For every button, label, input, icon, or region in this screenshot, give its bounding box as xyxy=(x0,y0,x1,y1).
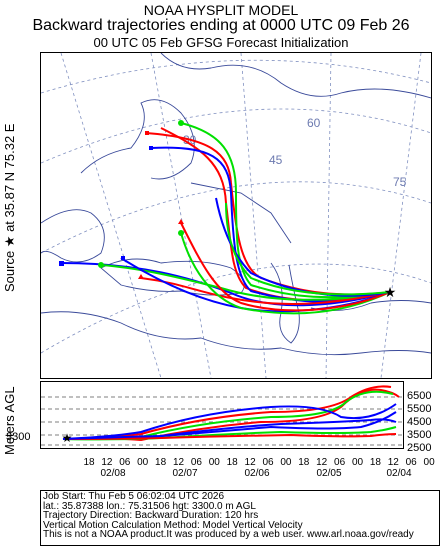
time-tick-label: 18 xyxy=(298,457,310,468)
time-tick-label: 06 xyxy=(191,457,203,468)
trajectory-green xyxy=(180,232,391,315)
time-tick-label: 12 xyxy=(388,457,400,468)
vertical-axis-label: Meters AGL xyxy=(2,386,17,455)
source-star-icon: ★ xyxy=(62,431,73,445)
trajectory-green xyxy=(180,122,391,299)
trajectory-marker xyxy=(98,262,104,268)
trajectory-blue xyxy=(215,197,391,297)
info-line: lat.: 35.87388 lon.: 75.31506 hgt: 3300.… xyxy=(43,500,256,512)
date-label: 02/07 xyxy=(172,468,197,479)
time-tick-label: 12 xyxy=(101,457,113,468)
trajectory-marker xyxy=(149,146,153,150)
trajectory-map: 30 45 60 75 xyxy=(40,52,432,379)
time-tick-label: 06 xyxy=(119,457,131,468)
start-height-label: 3300 xyxy=(6,431,31,443)
vertical-profile-canvas: ★ xyxy=(41,385,403,446)
time-tick-label: 18 xyxy=(227,457,239,468)
vertical-profile-panel: ★ xyxy=(40,381,404,449)
level-label: 2500 xyxy=(407,442,432,454)
time-tick-label: 18 xyxy=(155,457,167,468)
time-axis: 18 12 06 00 18 12 06 00 18 12 06 00 18 12 06 00 18 12 06 00… xyxy=(83,457,436,479)
time-tick-label: 00 xyxy=(280,457,292,468)
trajectory-marker xyxy=(178,120,184,126)
level-label: 5500 xyxy=(407,403,432,415)
time-tick-label: 06 xyxy=(334,457,346,468)
trajectory-marker xyxy=(138,274,144,279)
trajectory-marker xyxy=(145,131,149,135)
trajectory-marker xyxy=(178,230,184,236)
trajectory-red xyxy=(145,132,391,296)
height-profiles xyxy=(62,385,400,442)
graticule xyxy=(41,53,431,378)
time-tick-label: 06 xyxy=(262,457,274,468)
trajectory-marker xyxy=(121,256,125,260)
time-tick-label: 00 xyxy=(137,457,149,468)
trajectory-red xyxy=(140,277,391,305)
trajectory-marker xyxy=(178,219,184,224)
trajectory-green xyxy=(225,202,391,296)
time-tick-label: 18 xyxy=(83,457,95,468)
trajectories xyxy=(60,122,391,315)
grid-labels: 30 45 60 75 xyxy=(183,116,407,189)
time-tick-label: 12 xyxy=(316,457,328,468)
time-tick-label: 12 xyxy=(245,457,257,468)
source-star-icon: ★ xyxy=(384,284,397,300)
model-name: NOAA HYSPLIT MODEL xyxy=(143,2,299,18)
time-tick-label: 00 xyxy=(352,457,364,468)
info-line: This is not a NOAA product.It was produc… xyxy=(43,529,414,540)
source-location-label: Source ★ at 35.87 N 75.32 E xyxy=(2,123,17,292)
info-line: Job Start: Thu Feb 5 06:02:04 UTC 2026 xyxy=(43,491,225,502)
level-label: 6500 xyxy=(407,390,432,402)
info-line: Trajectory Direction: Backward Duration:… xyxy=(43,510,259,521)
lat-label-75: 75 xyxy=(393,175,407,189)
date-label: 02/05 xyxy=(316,468,341,479)
time-tick-label: 18 xyxy=(370,457,382,468)
trajectory-markers xyxy=(59,120,184,279)
level-label: 3500 xyxy=(407,429,432,441)
date-label: 02/08 xyxy=(100,468,125,479)
level-label: 4500 xyxy=(407,416,432,428)
date-label: 02/04 xyxy=(386,468,411,479)
lat-label-45: 45 xyxy=(269,153,283,167)
time-tick-label: 06 xyxy=(406,457,418,468)
trajectory-marker xyxy=(59,261,64,266)
date-label: 02/06 xyxy=(244,468,269,479)
plot-title: Backward trajectories ending at 0000 UTC… xyxy=(32,17,410,34)
lat-label-60: 60 xyxy=(307,116,321,130)
time-tick-label: 00 xyxy=(209,457,221,468)
map-canvas: 30 45 60 75 xyxy=(41,53,431,378)
info-line: Vertical Motion Calculation Method: Mode… xyxy=(43,519,303,531)
job-info-box: Job Start: Thu Feb 5 06:02:04 UTC 2026 l… xyxy=(40,490,440,546)
time-tick-label: 12 xyxy=(173,457,185,468)
plot-subtitle: 00 UTC 05 Feb GFSG Forecast Initializati… xyxy=(93,35,349,50)
trajectory-blue xyxy=(120,257,391,313)
trajectory-red xyxy=(180,222,391,312)
time-tick-label: 00 xyxy=(424,457,436,468)
